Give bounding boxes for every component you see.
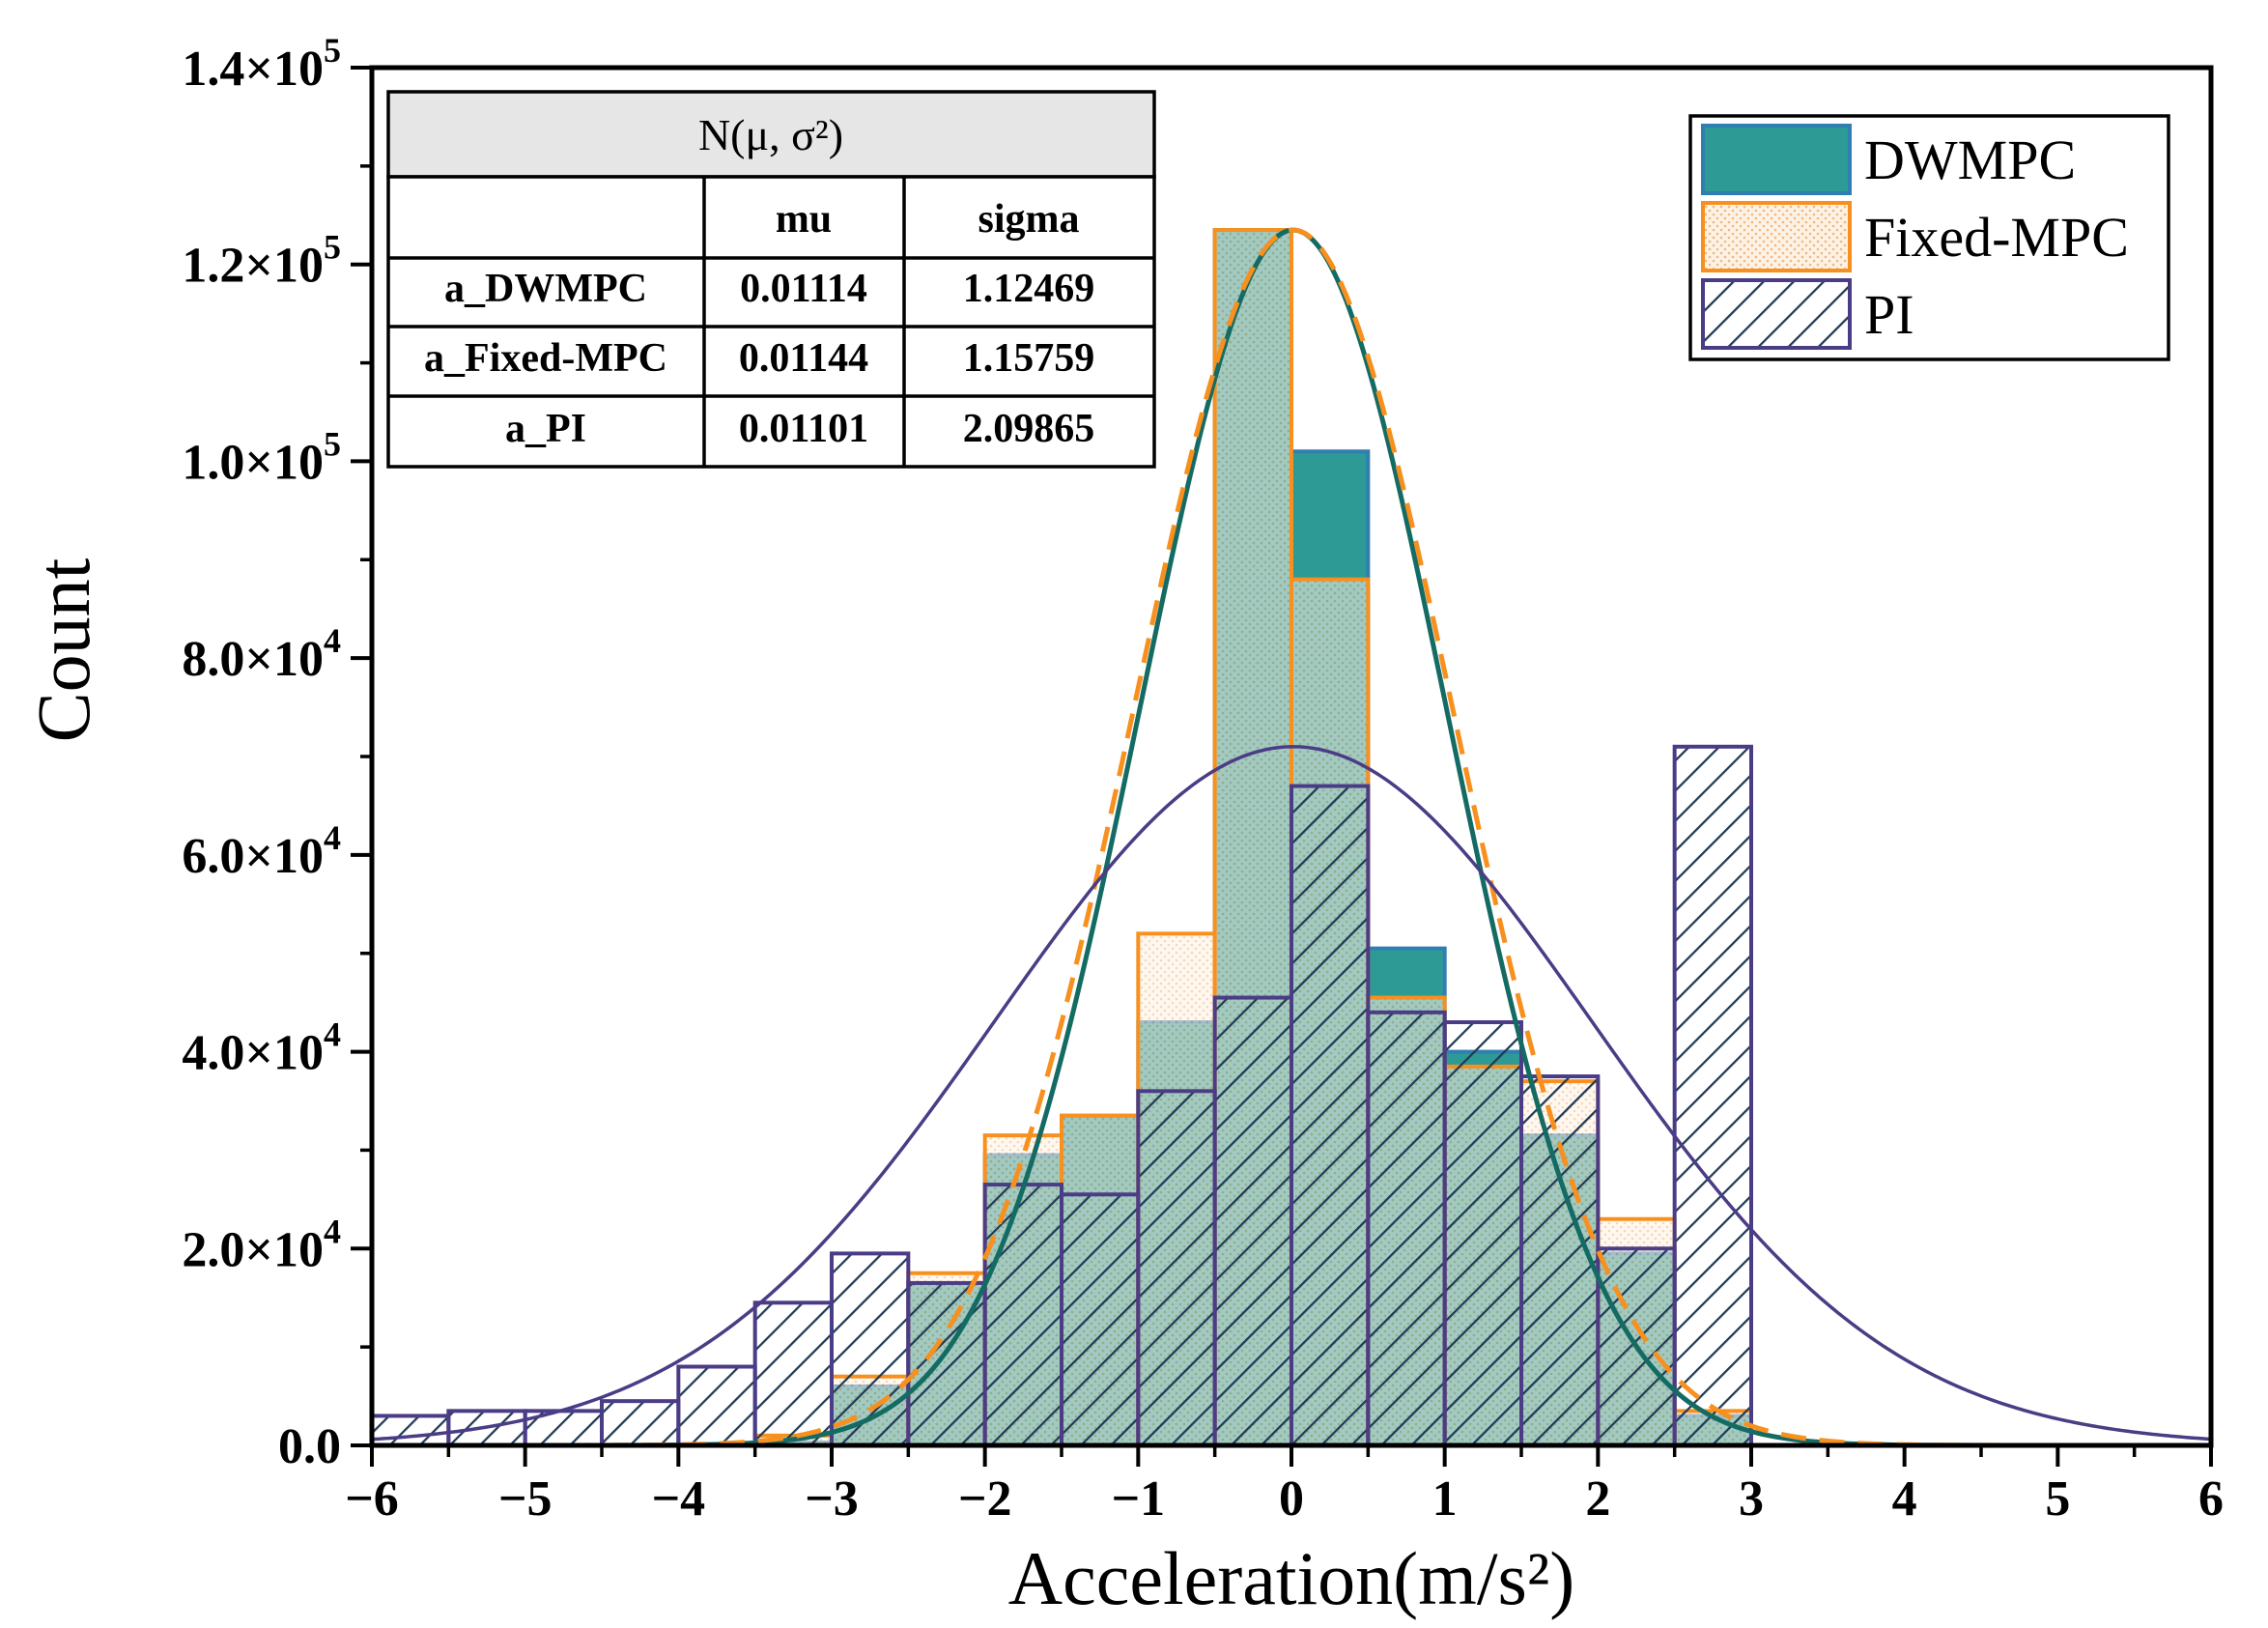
x-tick-label: −1 (1112, 1471, 1166, 1527)
pi-bar (982, 1183, 1064, 1445)
table-cell-mu: 0.01144 (739, 336, 868, 381)
table-header-cell (386, 90, 1156, 179)
pi-bar (676, 1364, 757, 1445)
pi-bar (600, 1399, 681, 1445)
table-title: N(μ, σ²) (698, 110, 843, 159)
table-row-label: a_PI (505, 407, 586, 451)
legend-swatch-fixed-mpc (1701, 201, 1852, 272)
y-tick-label: 6.0×104 (182, 818, 341, 884)
x-tick-label: −2 (958, 1471, 1012, 1527)
pi-bar (752, 1300, 835, 1445)
x-tick-label: 2 (1585, 1471, 1610, 1527)
pi-bar (1672, 744, 1753, 1445)
x-tick-label: 6 (2198, 1471, 2224, 1527)
x-axis-ticks: −6 −5 −4 −3 −2 −1 0 1 2 3 4 5 6 (345, 1445, 2224, 1527)
table-cell-mu: 0.01101 (739, 407, 868, 451)
y-tick-label: 2.0×104 (182, 1212, 341, 1277)
pi-bar (1060, 1192, 1141, 1445)
table-cell-mu: 0.01114 (740, 267, 867, 311)
pi-bar (1366, 1010, 1447, 1445)
x-tick-label: −3 (805, 1471, 859, 1527)
x-tick-label: −4 (652, 1471, 706, 1527)
table-row-label: a_DWMPC (444, 267, 647, 311)
table-row-label: a_Fixed-MPC (424, 336, 667, 381)
table-cell-sigma: 1.15759 (963, 336, 1095, 381)
legend-swatch-dwmpc (1701, 124, 1852, 195)
pi-bar (1442, 1020, 1523, 1445)
x-tick-label: 5 (2045, 1471, 2070, 1527)
legend-label-fixed-mpc: Fixed-MPC (1864, 206, 2129, 269)
pi-bar (1519, 1074, 1601, 1445)
legend: DWMPC Fixed-MPC PI (1688, 114, 2170, 361)
y-tick-label: 4.0×104 (182, 1015, 341, 1081)
table-cell-sigma: 1.12469 (963, 267, 1095, 311)
x-axis-title: Acceleration(m/s²) (1008, 1536, 1574, 1620)
table-cell-sigma: 2.09865 (963, 407, 1095, 451)
table-header-mu: mu (776, 197, 832, 242)
pi-bar (1596, 1246, 1677, 1445)
x-tick-label: 0 (1279, 1471, 1304, 1527)
legend-swatch-pi (1701, 278, 1852, 350)
y-axis-title: Count (21, 557, 105, 742)
y-tick-label: 1.2×105 (182, 228, 341, 294)
pi-bar (1136, 1089, 1217, 1445)
pi-bar (1212, 995, 1293, 1445)
y-tick-label: 1.0×105 (182, 424, 341, 490)
table-header-sigma: sigma (978, 197, 1080, 242)
pi-bar (372, 1414, 451, 1445)
legend-label-pi: PI (1864, 283, 1914, 346)
y-axis-ticks: 0.0 2.0×104 4.0×104 6.0×104 8.0×104 1.0×105 1.… (182, 31, 372, 1474)
x-tick-label: −5 (498, 1471, 553, 1527)
x-tick-label: 4 (1892, 1471, 1917, 1527)
pi-fit-curve (372, 745, 2211, 1442)
pi-bar (1290, 784, 1371, 1445)
y-tick-label: 0.0 (278, 1419, 341, 1474)
x-tick-label: −6 (345, 1471, 399, 1527)
pi-bar (830, 1251, 911, 1445)
pi-bars (372, 744, 1753, 1445)
legend-label-dwmpc: DWMPC (1864, 129, 2076, 191)
y-tick-label: 1.4×105 (182, 31, 341, 97)
y-tick-label: 8.0×104 (182, 621, 341, 687)
table-body (386, 175, 1156, 469)
stats-table: N(μ, σ²) mu sigma a_DWMPC 0.01114 1.1246… (386, 90, 1156, 469)
x-tick-label: 1 (1432, 1471, 1458, 1527)
x-tick-label: 3 (1739, 1471, 1764, 1527)
